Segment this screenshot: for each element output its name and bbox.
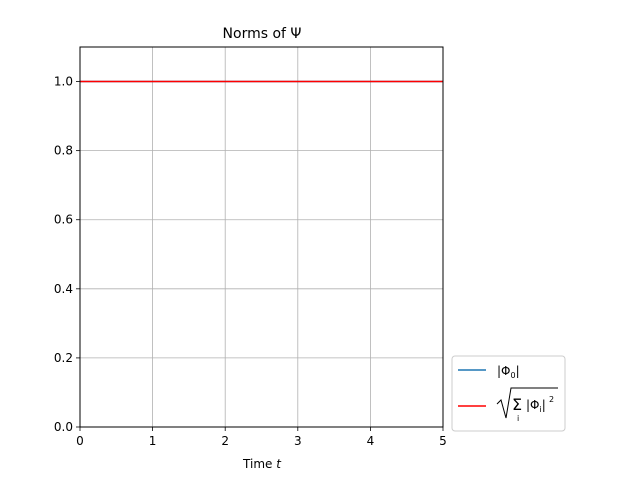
exponent-two: 2 bbox=[549, 395, 554, 404]
y-tick-label: 1.0 bbox=[54, 75, 73, 89]
x-tick-label: 5 bbox=[439, 434, 447, 448]
y-tick-label: 0.0 bbox=[54, 420, 73, 434]
radical-sign bbox=[496, 387, 558, 419]
x-tick-label: 3 bbox=[294, 434, 302, 448]
x-tick-label: 2 bbox=[221, 434, 229, 448]
legend: |Φ0| Σ i |Φi| 2 bbox=[451, 355, 566, 432]
sum-index: i bbox=[517, 414, 519, 423]
legend-box bbox=[451, 355, 566, 432]
y-tick-label: 0.2 bbox=[54, 351, 73, 365]
x-tick-label: 4 bbox=[367, 434, 375, 448]
grid bbox=[79, 47, 444, 428]
axis-ticks: 0 1 2 3 4 5 0.0 0.2 0.4 0.6 0.8 1.0 bbox=[54, 75, 447, 448]
y-tick-label: 0.6 bbox=[54, 213, 73, 227]
x-axis-label: Time t bbox=[242, 457, 282, 471]
legend-label-sum: Σ i |Φi| 2 bbox=[496, 387, 558, 423]
plot-frame bbox=[79, 46, 444, 428]
sum-symbol: Σ bbox=[512, 395, 522, 414]
y-tick-label: 0.4 bbox=[54, 282, 73, 296]
y-tick-label: 0.8 bbox=[54, 144, 73, 158]
legend-label-phi0: |Φ0| bbox=[497, 364, 520, 380]
abs-phi-i: |Φi| bbox=[526, 398, 546, 414]
x-tick-label: 1 bbox=[149, 434, 157, 448]
chart-title: Norms of Ψ bbox=[223, 26, 302, 42]
x-tick-label: 0 bbox=[76, 434, 84, 448]
